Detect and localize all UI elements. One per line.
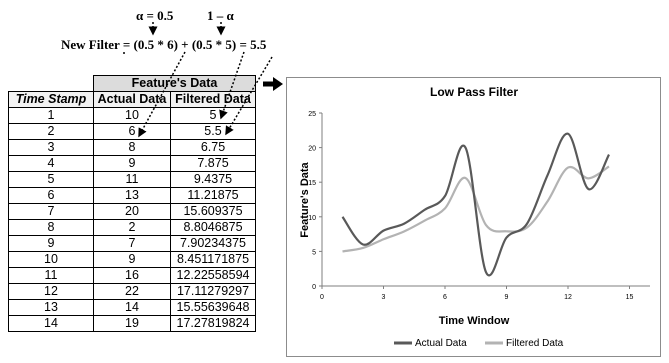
formula-line: New Filter = (0.5 * 6) + (0.5 * 5) = 5.5 [61, 37, 267, 52]
filtered-data-cell: 15.55639648 [170, 299, 256, 316]
table-group-header: Feature's Data [93, 75, 256, 92]
time-stamp-cell: 7 [8, 203, 94, 220]
table-row: 8 2 8.8046875 [8, 219, 256, 236]
filtered-data-cell: 5.5 [170, 123, 256, 140]
time-stamp-cell: 1 [8, 107, 94, 124]
actual-data-cell: 9 [93, 155, 171, 172]
filtered-data-cell: 15.609375 [170, 203, 256, 220]
column-header-time-stamp: Time Stamp [8, 91, 94, 108]
table-row: 14 19 17.27819824 [8, 315, 256, 332]
legend-label-filtered-data: Filtered Data [506, 338, 564, 349]
chart-title: Low Pass Filter [430, 85, 518, 99]
actual-data-cell: 6 [93, 123, 171, 140]
column-header-actual-data: Actual Data [93, 91, 171, 108]
y-tick-label: 25 [308, 111, 316, 118]
filtered-data-cell: 9.4375 [170, 171, 256, 188]
x-tick-label: 9 [505, 294, 509, 301]
time-stamp-cell: 13 [8, 299, 94, 316]
time-stamp-cell: 2 [8, 123, 94, 140]
actual-data-cell: 8 [93, 139, 171, 156]
one-minus-alpha-label: 1 – α [207, 8, 234, 23]
actual-data-cell: 9 [93, 251, 171, 268]
time-stamp-cell: 3 [8, 139, 94, 156]
table-row: 2 6 5.5 [8, 123, 256, 140]
x-tick-label: 0 [320, 294, 324, 301]
legend-label-actual-data: Actual Data [415, 338, 467, 349]
table-row: 1 10 5 [8, 107, 256, 124]
table-row: 9 7 7.90234375 [8, 235, 256, 252]
time-stamp-cell: 14 [8, 315, 94, 332]
table-group-header-row: Feature's Data [9, 75, 256, 92]
time-stamp-cell: 12 [8, 283, 94, 300]
y-tick-label: 20 [308, 146, 316, 153]
actual-data-cell: 13 [93, 187, 171, 204]
x-tick-label: 3 [382, 294, 386, 301]
filtered-data-cell: 12.22558594 [170, 267, 256, 284]
y-tick-label: 10 [308, 215, 316, 222]
actual-data-cell: 2 [93, 219, 171, 236]
table-body: 1 10 5 2 6 5.5 3 8 6.75 4 9 7.875 5 11 9.4375 6 13 11.218… [8, 107, 256, 332]
actual-data-cell: 19 [93, 315, 171, 332]
filtered-data-cell: 17.27819824 [170, 315, 256, 332]
alpha-label: α = 0.5 [136, 8, 174, 23]
filtered-data-cell: 7.875 [170, 155, 256, 172]
series-line-actual-data [341, 132, 610, 277]
x-tick-label: 6 [443, 294, 447, 301]
y-axis-label: Feature's Data [299, 161, 311, 237]
filtered-data-cell: 7.90234375 [170, 235, 256, 252]
table-column-header-row: Time Stamp Actual Data Filtered Data [8, 91, 256, 108]
time-stamp-cell: 11 [8, 267, 94, 284]
table-row: 11 16 12.22558594 [8, 267, 256, 284]
filtered-data-cell: 17.11279297 [170, 283, 256, 300]
series-line-filtered-data [342, 165, 610, 253]
filtered-data-cell: 8.451171875 [170, 251, 256, 268]
chart-panel: Low Pass Filter Time Window Feature's Da… [286, 77, 661, 357]
table-row: 4 9 7.875 [8, 155, 256, 172]
table-row: 7 20 15.609375 [8, 203, 256, 220]
time-stamp-cell: 10 [8, 251, 94, 268]
table-row: 13 14 15.55639648 [8, 299, 256, 316]
table-row: 10 9 8.451171875 [8, 251, 256, 268]
x-axis-label: Time Window [439, 315, 510, 327]
actual-data-cell: 22 [93, 283, 171, 300]
filtered-data-cell: 6.75 [170, 139, 256, 156]
line-chart: Low Pass Filter Time Window Feature's Da… [299, 85, 650, 349]
column-header-filtered-data: Filtered Data [170, 91, 256, 108]
time-stamp-cell: 9 [8, 235, 94, 252]
time-stamp-cell: 8 [8, 219, 94, 236]
y-tick-label: 0 [312, 284, 316, 291]
actual-data-cell: 11 [93, 171, 171, 188]
y-tick-label: 15 [308, 180, 316, 187]
right-arrow-icon [263, 77, 283, 91]
actual-data-cell: 7 [93, 235, 171, 252]
data-table: Feature's Data Time Stamp Actual Data Fi… [8, 75, 256, 332]
actual-data-cell: 20 [93, 203, 171, 220]
table-row: 5 11 9.4375 [8, 171, 256, 188]
actual-data-cell: 14 [93, 299, 171, 316]
table-corner-blank [9, 76, 94, 92]
table-row: 12 22 17.11279297 [8, 283, 256, 300]
table-row: 6 13 11.21875 [8, 187, 256, 204]
actual-data-cell: 16 [93, 267, 171, 284]
y-tick-label: 5 [312, 249, 316, 256]
filtered-data-cell: 5 [170, 107, 256, 124]
time-stamp-cell: 6 [8, 187, 94, 204]
time-stamp-cell: 5 [8, 171, 94, 188]
filtered-data-cell: 11.21875 [170, 187, 256, 204]
actual-data-cell: 10 [93, 107, 171, 124]
x-tick-label: 15 [626, 294, 634, 301]
table-row: 3 8 6.75 [8, 139, 256, 156]
time-stamp-cell: 4 [8, 155, 94, 172]
x-tick-label: 12 [564, 294, 572, 301]
filtered-data-cell: 8.8046875 [170, 219, 256, 236]
